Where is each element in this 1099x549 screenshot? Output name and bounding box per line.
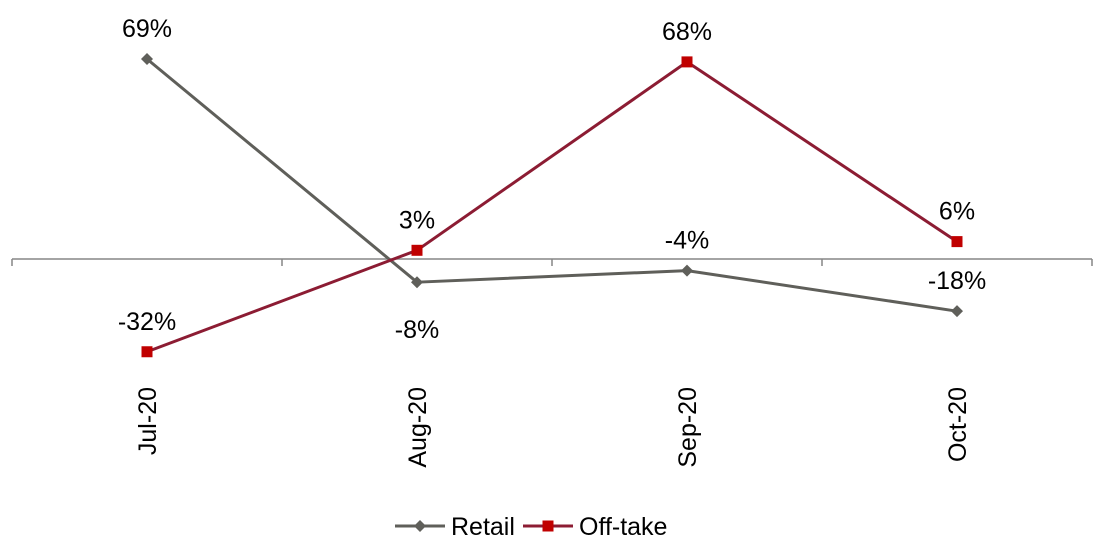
retail-point [681,264,693,277]
data-labels: 69% -8% -4% -18% -32% 3% 68% 6% [118,15,986,344]
legend-label-off-take: Off-take [579,513,667,541]
x-tick-label-jul-20: Jul-20 [134,387,162,455]
series-markers [141,53,963,358]
legend-label-retail: Retail [451,513,515,541]
legend-item-retail: Retail [395,513,515,541]
legend-swatch-marker [542,520,554,532]
retail-data-label: -8% [395,316,439,344]
off-take-data-label: 68% [662,18,712,46]
series-lines [146,57,958,354]
off-take-point [681,56,693,68]
x-axis-tick-labels: Jul-20 Aug-20 Sep-20 Oct-20 [134,387,972,468]
off-take-point [141,346,153,358]
retail-data-label: -4% [665,227,709,255]
off-take-data-label: 6% [939,198,975,226]
off-take-data-label: -32% [118,308,176,336]
off-take-point [951,236,963,248]
off-take-data-label: 3% [399,206,435,234]
off-take-line [146,60,958,354]
x-tick-label-aug-20: Aug-20 [404,387,432,468]
retail-line [146,57,958,313]
off-take-point [411,244,423,256]
retail-data-label: -18% [928,267,986,295]
retail-point [411,276,423,289]
retail-data-label: 69% [122,15,172,43]
x-axis-ticks [11,259,1093,266]
retail-point [141,53,153,65]
legend: Retail Off-take [395,513,667,541]
legend-item-off-take: Off-take [523,513,667,541]
legend-swatch-marker [414,520,426,532]
x-tick-label-oct-20: Oct-20 [944,387,972,462]
retail-point [951,305,963,318]
x-tick-label-sep-20: Sep-20 [674,387,702,468]
